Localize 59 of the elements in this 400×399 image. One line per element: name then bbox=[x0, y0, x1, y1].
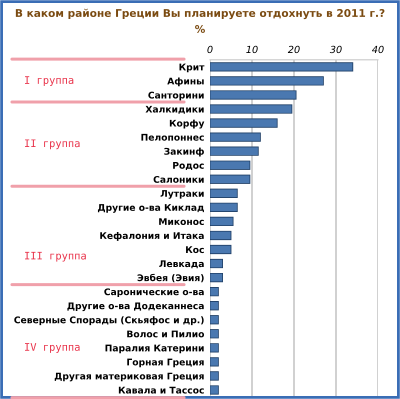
chart-subtitle: % bbox=[195, 25, 205, 33]
text: II группа bbox=[25, 139, 80, 150]
y-tick-label: Халкидики bbox=[146, 106, 204, 114]
bar bbox=[210, 202, 238, 212]
text: IV группа bbox=[25, 343, 80, 353]
y-tick-label: Другие о-ва Додеканнеса bbox=[67, 302, 204, 312]
bar bbox=[210, 329, 219, 338]
y-tick-label: Закинф bbox=[164, 148, 204, 157]
bar bbox=[210, 357, 219, 367]
bar bbox=[210, 258, 224, 268]
y-tick-label: Крит bbox=[180, 64, 204, 72]
y-tick-label: Эвбея (Эвия) bbox=[138, 274, 204, 282]
y-tick-label: Волос и Пилио bbox=[127, 330, 204, 338]
bar bbox=[210, 287, 219, 296]
chart-title: В каком районе Греции Вы планируете отдохнуть в 2011 г.? bbox=[16, 8, 384, 20]
y-tick-label: Кавала и Тассос bbox=[118, 386, 204, 394]
y-tick-label: Кос bbox=[186, 246, 204, 254]
x-tick-label: 10 bbox=[246, 46, 258, 54]
bar bbox=[210, 146, 259, 156]
bar bbox=[210, 104, 292, 114]
y-tick-label: Лутраки bbox=[160, 190, 204, 199]
y-tick-label: Саронические о-ва bbox=[104, 288, 204, 298]
y-tick-label: Пелопоннес bbox=[141, 134, 204, 141]
bar bbox=[210, 118, 278, 128]
bar bbox=[210, 188, 238, 198]
bar bbox=[210, 272, 224, 282]
y-tick-label: Кефалония и Итака bbox=[100, 232, 204, 241]
bar bbox=[210, 216, 234, 226]
x-tick-label: 40 bbox=[372, 46, 384, 54]
x-tick-label: 30 bbox=[330, 46, 342, 54]
bar bbox=[210, 62, 354, 72]
y-tick-label: Паралия Катерини bbox=[106, 344, 204, 354]
bar bbox=[210, 76, 324, 86]
y-tick-label: Левкада bbox=[159, 260, 204, 268]
bar bbox=[210, 174, 250, 184]
y-tick-label: Другая материковая Греция bbox=[54, 372, 204, 382]
text: I группа bbox=[25, 76, 74, 86]
bar bbox=[210, 301, 219, 310]
y-tick-label: Миконос bbox=[159, 218, 204, 226]
y-tick-label: Горная Греция bbox=[127, 358, 204, 368]
bar bbox=[210, 244, 232, 254]
y-tick-label: Санторини bbox=[148, 92, 204, 100]
bar bbox=[210, 132, 261, 142]
y-tick-label: Северные Спорады (Скьяфос и др.) bbox=[14, 316, 204, 326]
y-tick-label: Корфу bbox=[170, 120, 204, 129]
bar bbox=[210, 230, 232, 240]
bar bbox=[210, 343, 219, 352]
y-tick-label: Родос bbox=[173, 162, 204, 170]
bar bbox=[210, 371, 219, 381]
y-tick-label: Салоники bbox=[154, 176, 204, 183]
x-tick-label: 0 bbox=[207, 46, 213, 54]
bar bbox=[210, 160, 250, 170]
y-tick-label: Афины bbox=[167, 77, 204, 86]
x-tick-label: 20 bbox=[288, 46, 300, 54]
text: III группа bbox=[25, 252, 86, 262]
bar bbox=[210, 90, 297, 100]
y-tick-label: Другие о-ва Киклад bbox=[98, 204, 204, 213]
bar bbox=[210, 315, 219, 324]
bar bbox=[210, 385, 219, 395]
